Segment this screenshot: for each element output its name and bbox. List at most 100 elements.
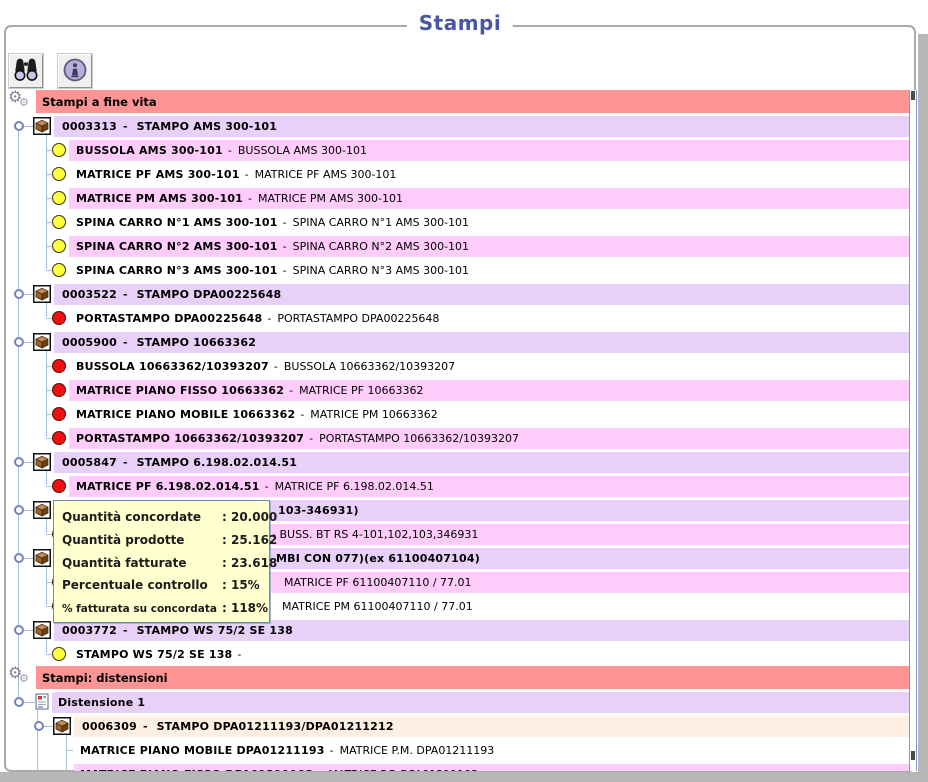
scrollbar-thumb[interactable] <box>911 91 915 100</box>
group-header-label[interactable]: Stampi a fine vita <box>36 90 909 113</box>
tree-connector-line <box>46 606 53 607</box>
tree-row: 0005847- STAMPO 6.198.02.014.51 <box>6 450 909 474</box>
tree-row: SPINA CARRO N°1 AMS 300-101- SPINA CARRO … <box>6 210 909 234</box>
tree-row: MATRICE PIANO MOBILE 10663362- MATRICE PM… <box>6 402 909 426</box>
tree-node-label[interactable]: 0003772- STAMPO WS 75/2 SE 138 <box>54 620 909 641</box>
tree-node-label[interactable]: MATRICE PF 6.198.02.014.51- MATRICE PF 6.… <box>69 476 909 497</box>
binoculars-icon <box>12 58 40 85</box>
tree-node-label[interactable]: MATRICE PIANO MOBILE 10663362- MATRICE PM… <box>69 404 909 425</box>
tree-row: SPINA CARRO N°3 AMS 300-101- SPINA CARRO … <box>6 258 909 282</box>
tree-row: 0006309- STAMPO DPA01211193/DPA01211212 <box>6 714 909 738</box>
tree-node-label[interactable]: SPINA CARRO N°3 AMS 300-101- SPINA CARRO … <box>69 260 909 281</box>
tree-node-label[interactable]: STAMPO WS 75/2 SE 138- <box>69 644 909 665</box>
tree-node-label[interactable]: Distensione 1 <box>52 692 909 713</box>
tooltip-line: Quantità concordate : 20.000 <box>62 506 277 528</box>
tree-connector-line <box>37 710 38 771</box>
tree-connector-line <box>46 518 47 533</box>
tree-connector-line <box>43 726 53 727</box>
node-description: MATRICE PF 6.198.02.014.51 <box>274 480 434 493</box>
group-header-label[interactable]: Stampi: distensioni <box>36 666 909 689</box>
vertical-scrollbar[interactable] <box>909 90 917 771</box>
tree-row: Distensione 1 <box>6 690 909 714</box>
box-icon <box>33 117 51 139</box>
tree-connector-line <box>23 558 33 559</box>
tree-expand-handle-icon[interactable] <box>14 337 24 347</box>
tree-row: 0005900- STAMPO 10663362 <box>6 330 909 354</box>
tooltip-value: : 25.162 <box>222 532 278 547</box>
tree-node-label[interactable]: MATRICE PF 61100407110 / 77.01 <box>69 572 909 593</box>
node-name-bold: SPINA CARRO N°1 AMS 300-101 <box>76 216 278 229</box>
scrollbar-down-nub[interactable] <box>911 751 915 760</box>
name-separator: - <box>122 288 128 301</box>
tree-expand-handle-icon[interactable] <box>14 457 24 467</box>
tree-row: PORTASTAMPO DPA00225648- PORTASTAMPO DPA0… <box>6 306 909 330</box>
tree-expand-handle-icon[interactable] <box>14 697 24 707</box>
red-status-dot-icon <box>52 407 66 421</box>
tree-expand-handle-icon[interactable] <box>34 721 44 731</box>
tree-node-label[interactable]: MATRICE PIANO FISSO 10663362- MATRICE PF … <box>69 380 909 401</box>
node-name-bold: MATRICE PIANO FISSO DPA01211193 <box>80 768 313 771</box>
tree-node-label[interactable]: BUSSOLA 10663362/10393207- BUSSOLA 106633… <box>69 356 909 377</box>
tooltip-line: Quantità prodotte: 25.162 <box>62 529 277 551</box>
tree-node-label[interactable]: 0003522- STAMPO DPA00225648 <box>54 284 909 305</box>
group-header-text: Stampi: distensioni <box>42 670 168 685</box>
tree-node-label[interactable]: PORTASTAMPO DPA00225648- PORTASTAMPO DPA0… <box>69 308 909 329</box>
tree-node-label[interactable]: MATRICE PIANO FISSO DPA01211193 - MATRICE … <box>74 764 909 771</box>
tree-connector-line <box>46 350 47 437</box>
name-separator: - <box>122 336 128 349</box>
tree-node-label[interactable]: MATRICE PIANO MOBILE DPA01211193- MATRICE… <box>74 740 909 761</box>
name-separator: - <box>309 432 314 445</box>
tree-expand-handle-icon[interactable] <box>14 289 24 299</box>
node-name-bold: MATRICE PIANO MOBILE DPA01211193 <box>80 744 325 757</box>
node-name-bold: PORTASTAMPO DPA00225648 <box>76 312 263 325</box>
tree-row: BUSSOLA AMS 300-101- BUSSOLA AMS 300-101 <box>6 138 909 162</box>
tree-node-label[interactable]: BUSSOLA AMS 300-101- BUSSOLA AMS 300-101 <box>69 140 909 161</box>
tree-node-label[interactable]: 0005847- STAMPO 6.198.02.014.51 <box>54 452 909 473</box>
name-separator: - <box>282 216 287 229</box>
info-icon <box>62 57 88 86</box>
tooltip-value: : 15% <box>222 578 260 593</box>
tree-connector-line <box>46 390 53 391</box>
tree-node-label[interactable]: - BUSS. BT RS 4-101,102,103,346931 <box>69 524 909 545</box>
tree-connector-line <box>18 126 19 702</box>
node-name-bold: SPINA CARRO N°3 AMS 300-101 <box>76 264 278 277</box>
tree-expand-handle-icon[interactable] <box>14 625 24 635</box>
info-button[interactable] <box>57 53 93 89</box>
tree-node-label[interactable]: 0006309- STAMPO DPA01211193/DPA01211212 <box>74 716 909 737</box>
tree-node-label[interactable]: 0003313- STAMPO AMS 300-101 <box>54 116 909 137</box>
tooltip-label: Quantità concordate <box>62 510 201 524</box>
tooltip-value: : 20.000 <box>222 510 278 524</box>
tree-connector-line <box>46 222 53 223</box>
tree-node-label[interactable]: MATRICE PM 61100407110 / 77.01 <box>69 596 909 617</box>
tooltip-value: : 23.618 <box>222 555 278 570</box>
tree-row: MATRICE PF 6.198.02.014.51- MATRICE PF 6.… <box>6 474 909 498</box>
tooltip-label: % fatturata su concordata <box>62 603 217 615</box>
tree-row: - BUSS. BT RS 4-101,102,103,346931 <box>6 522 909 546</box>
tree-expand-handle-icon[interactable] <box>14 505 24 515</box>
tree-node-label[interactable]: 0005900- STAMPO 10663362 <box>54 332 909 353</box>
tree-row: MATRICE PIANO FISSO 10663362- MATRICE PF … <box>6 378 909 402</box>
tree-connector-line <box>23 702 35 703</box>
node-description: STAMPO 10663362 <box>136 336 257 349</box>
tree-connector-line <box>46 174 53 175</box>
red-status-dot-icon <box>52 431 66 445</box>
tree-connector-line <box>46 366 53 367</box>
node-name-bold: MATRICE PF AMS 300-101 <box>76 168 240 181</box>
tree-node-label[interactable]: MATRICE PF AMS 300-101- MATRICE PF AMS 30… <box>69 164 909 185</box>
tree-connector-line <box>23 510 33 511</box>
search-button[interactable] <box>8 53 44 89</box>
tree-node-label[interactable]: SPINA CARRO N°2 AMS 300-101- SPINA CARRO … <box>69 236 909 257</box>
stampi-panel: Stampi <box>4 11 917 772</box>
tree-expand-handle-icon[interactable] <box>14 121 24 131</box>
node-name-bold: MATRICE PIANO MOBILE 10663362 <box>76 408 296 421</box>
node-description: PORTASTAMPO DPA00225648 <box>277 312 440 325</box>
node-description: MATRICE PM AMS 300-101 <box>258 192 403 205</box>
tree-connector-line <box>46 654 53 655</box>
tree-expand-handle-icon[interactable] <box>14 553 24 563</box>
tree-node-label[interactable]: PORTASTAMPO 10663362/10393207- PORTASTAMP… <box>69 428 909 449</box>
tree-node-label[interactable]: MATRICE PM AMS 300-101- MATRICE PM AMS 30… <box>69 188 909 209</box>
tree-node-label[interactable]: SPINA CARRO N°1 AMS 300-101- SPINA CARRO … <box>69 212 909 233</box>
tree-connector-line <box>46 198 53 199</box>
red-status-dot-icon <box>52 359 66 373</box>
yellow-status-dot-icon <box>52 239 66 253</box>
